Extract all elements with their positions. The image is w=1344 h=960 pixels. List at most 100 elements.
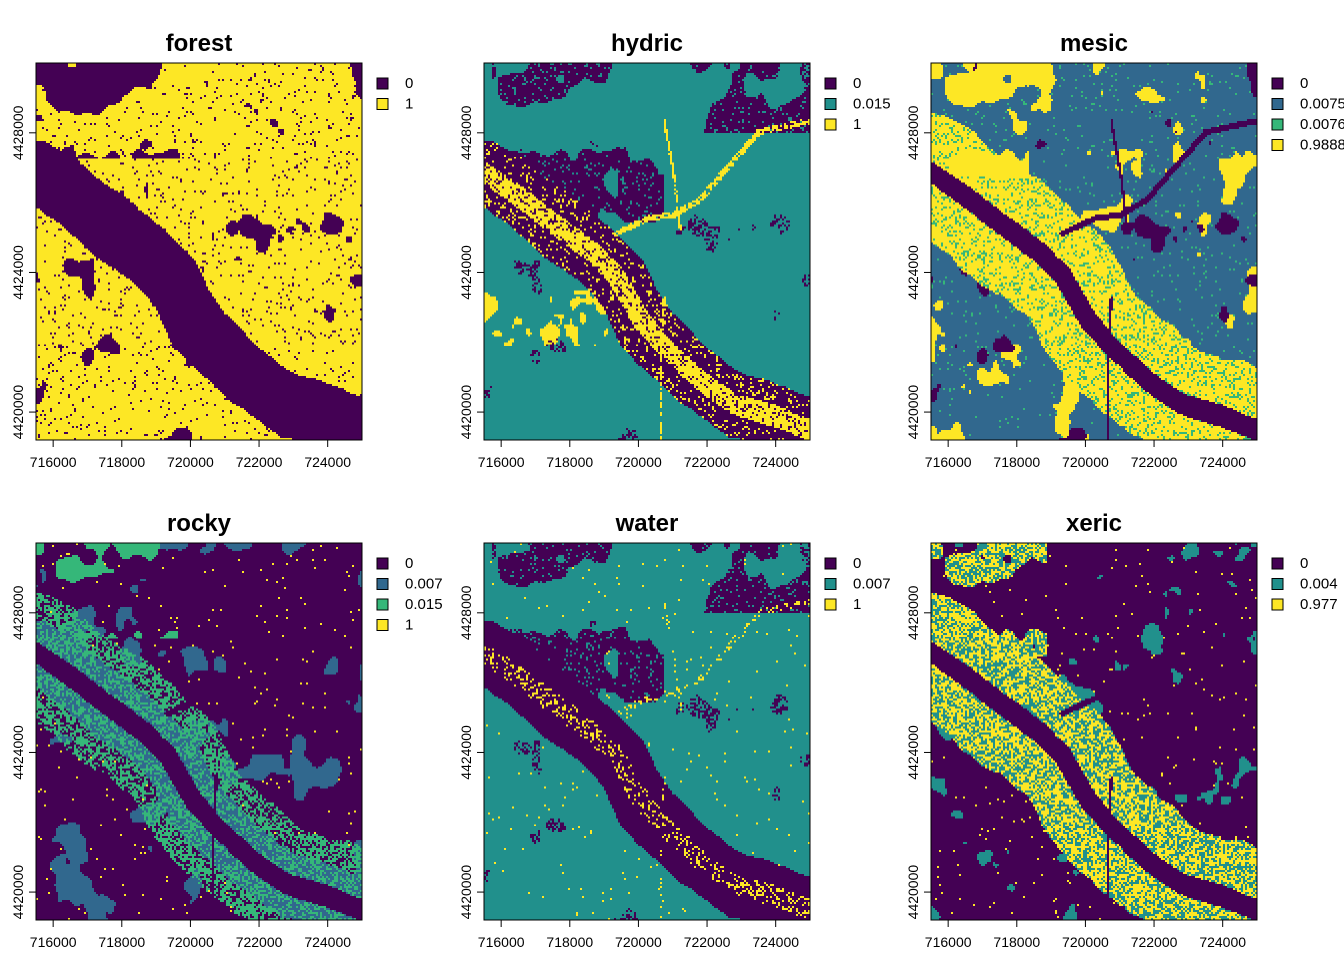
x-tick-label: 720000 — [615, 454, 662, 470]
x-tick-label: 720000 — [1062, 934, 1109, 950]
legend-label: 1 — [405, 96, 413, 113]
x-tick-label: 718000 — [993, 454, 1040, 470]
legend-label: 0.0076 — [1300, 116, 1344, 133]
raster-image — [484, 543, 810, 920]
legend-label: 0 — [1300, 555, 1308, 572]
plot-frame — [35, 62, 363, 441]
x-tick-label: 722000 — [1131, 934, 1178, 950]
legend-swatch — [1271, 557, 1284, 570]
legend-label: 0.9888 — [1300, 137, 1344, 154]
legend-swatch — [1271, 118, 1284, 131]
legend-label: 0 — [405, 555, 413, 572]
legend-swatch — [376, 77, 389, 90]
x-tick-label: 720000 — [167, 934, 214, 950]
x-tick-label: 716000 — [478, 454, 525, 470]
plot-frame — [483, 62, 811, 441]
y-tick-label: 4424000 — [10, 245, 26, 300]
panel-title: water — [615, 510, 679, 537]
panel-rocky: rocky 716000 718000 720000 722000 724000 44200… — [10, 510, 443, 950]
x-tick-label: 716000 — [478, 934, 525, 950]
panel-title: hydric — [611, 30, 683, 57]
x-tick-label: 720000 — [167, 454, 214, 470]
x-tick-label: 722000 — [684, 454, 731, 470]
legend-swatch — [824, 557, 837, 570]
legend-label: 1 — [405, 617, 413, 634]
y-tick-label: 4420000 — [905, 385, 921, 440]
legend-label: 1 — [853, 596, 861, 613]
x-tick-label: 716000 — [925, 454, 972, 470]
x-tick-label: 718000 — [98, 454, 145, 470]
legend-label: 0 — [1300, 75, 1308, 92]
x-tick-label: 724000 — [304, 934, 351, 950]
legend-swatch — [376, 578, 389, 590]
panel-title: mesic — [1060, 30, 1128, 57]
x-tick-label: 718000 — [98, 934, 145, 950]
y-tick-label: 4420000 — [10, 385, 26, 440]
legend-label: 0.0075 — [1300, 96, 1344, 113]
legend-label: 0.977 — [1300, 596, 1338, 613]
legend-swatch — [824, 578, 837, 590]
legend-swatch — [1271, 98, 1284, 110]
legend-label: 0.007 — [405, 576, 443, 593]
y-tick-label: 4420000 — [458, 385, 474, 440]
y-tick-label: 4428000 — [458, 585, 474, 640]
legend-label: 0.007 — [853, 576, 891, 593]
y-tick-label: 4428000 — [905, 105, 921, 160]
y-tick-label: 4420000 — [458, 865, 474, 920]
panel-title: xeric — [1066, 510, 1122, 537]
legend-swatch — [376, 619, 389, 631]
legend-swatch — [824, 77, 837, 90]
x-tick-label: 716000 — [30, 454, 77, 470]
legend-label: 0 — [853, 75, 861, 92]
y-tick-label: 4428000 — [458, 105, 474, 160]
y-tick-label: 4428000 — [10, 585, 26, 640]
panel-xeric: xeric 716000 718000 720000 722000 724000 44200… — [905, 510, 1338, 950]
y-tick-label: 4428000 — [905, 585, 921, 640]
x-tick-label: 722000 — [684, 934, 731, 950]
plot-frame — [35, 542, 363, 921]
legend-label: 1 — [853, 116, 861, 133]
y-tick-label: 4424000 — [905, 725, 921, 780]
panel-water: water 716000 718000 720000 722000 724000 44200… — [458, 510, 891, 950]
legend-swatch — [824, 118, 837, 131]
y-tick-label: 4420000 — [905, 865, 921, 920]
x-tick-label: 716000 — [30, 934, 77, 950]
x-tick-label: 722000 — [236, 934, 283, 950]
legend-swatch — [824, 598, 837, 611]
panel-hydric: hydric 716000 718000 720000 722000 724000 4420… — [458, 30, 891, 470]
plot-frame — [483, 542, 811, 921]
legend-label: 0.015 — [853, 96, 891, 113]
plot-frame — [930, 542, 1258, 921]
y-tick-label: 4424000 — [905, 245, 921, 300]
x-tick-label: 718000 — [993, 934, 1040, 950]
legend-swatch — [376, 598, 389, 611]
x-tick-label: 724000 — [1199, 454, 1246, 470]
panel-title: rocky — [167, 510, 232, 537]
x-tick-label: 722000 — [1131, 454, 1178, 470]
raster-image — [931, 543, 1257, 920]
x-tick-label: 718000 — [546, 934, 593, 950]
x-tick-label: 724000 — [1199, 934, 1246, 950]
panel-mesic: mesic 716000 718000 720000 722000 724000 44200… — [905, 30, 1344, 470]
legend-swatch — [376, 98, 389, 110]
legend-label: 0.015 — [405, 596, 443, 613]
x-tick-label: 722000 — [236, 454, 283, 470]
x-tick-label: 724000 — [752, 454, 799, 470]
x-tick-label: 718000 — [546, 454, 593, 470]
plot-frame — [930, 62, 1258, 441]
x-tick-label: 720000 — [615, 934, 662, 950]
y-tick-label: 4424000 — [458, 245, 474, 300]
raster-image — [36, 63, 362, 440]
legend-swatch — [1271, 578, 1284, 590]
legend-swatch — [1271, 139, 1284, 151]
legend-label: 0 — [853, 555, 861, 572]
legend-swatch — [376, 557, 389, 570]
legend-swatch — [1271, 598, 1284, 611]
x-tick-label: 716000 — [925, 934, 972, 950]
legend-label: 0 — [405, 75, 413, 92]
y-tick-label: 4424000 — [458, 725, 474, 780]
raster-image — [36, 543, 362, 920]
panel-title: forest — [166, 30, 233, 57]
x-tick-label: 720000 — [1062, 454, 1109, 470]
x-tick-label: 724000 — [752, 934, 799, 950]
